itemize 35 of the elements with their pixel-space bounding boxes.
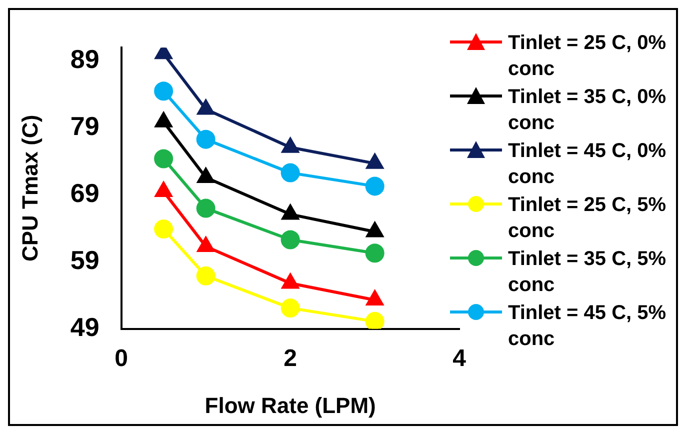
point bbox=[365, 312, 384, 329]
point bbox=[154, 82, 174, 101]
x-tick-label: 4 bbox=[452, 344, 467, 372]
point bbox=[154, 149, 174, 168]
x-tick-label: 2 bbox=[284, 344, 298, 372]
point bbox=[366, 222, 384, 238]
y-tick-label: 69 bbox=[70, 178, 100, 208]
point bbox=[282, 204, 299, 220]
point bbox=[280, 230, 300, 250]
point bbox=[196, 130, 216, 149]
point bbox=[196, 198, 216, 218]
point bbox=[155, 182, 172, 198]
legend-label: Tinlet = 45 C, 0% conc bbox=[508, 139, 668, 190]
y-tick-label: 89 bbox=[70, 44, 100, 74]
point bbox=[365, 244, 384, 263]
point bbox=[155, 48, 172, 60]
point bbox=[280, 163, 300, 182]
legend-label: Tinlet = 25 C, 0% conc bbox=[508, 31, 668, 82]
point bbox=[197, 236, 214, 252]
point bbox=[282, 274, 299, 289]
point bbox=[280, 298, 300, 318]
x-tick-label: 0 bbox=[114, 344, 128, 372]
x-axis-title: Flow Rate (LPM) bbox=[204, 392, 376, 418]
point bbox=[365, 176, 384, 196]
y-tick-label: 59 bbox=[70, 245, 100, 276]
legend-label: Tinlet = 35 C, 0% conc bbox=[508, 85, 668, 136]
point bbox=[366, 290, 384, 306]
point bbox=[154, 220, 174, 239]
y-tick-label: 49 bbox=[70, 312, 100, 342]
legend-label: Tinlet = 35 C, 5% conc bbox=[508, 247, 668, 298]
legend-label: Tinlet = 25 C, 5% conc bbox=[508, 193, 668, 244]
legend-label: Tinlet = 45 C, 5% conc bbox=[508, 301, 668, 352]
point bbox=[196, 266, 216, 286]
y-tick-label: 79 bbox=[70, 111, 100, 142]
y-axis-title: CPU Tmax (C) bbox=[17, 114, 42, 262]
